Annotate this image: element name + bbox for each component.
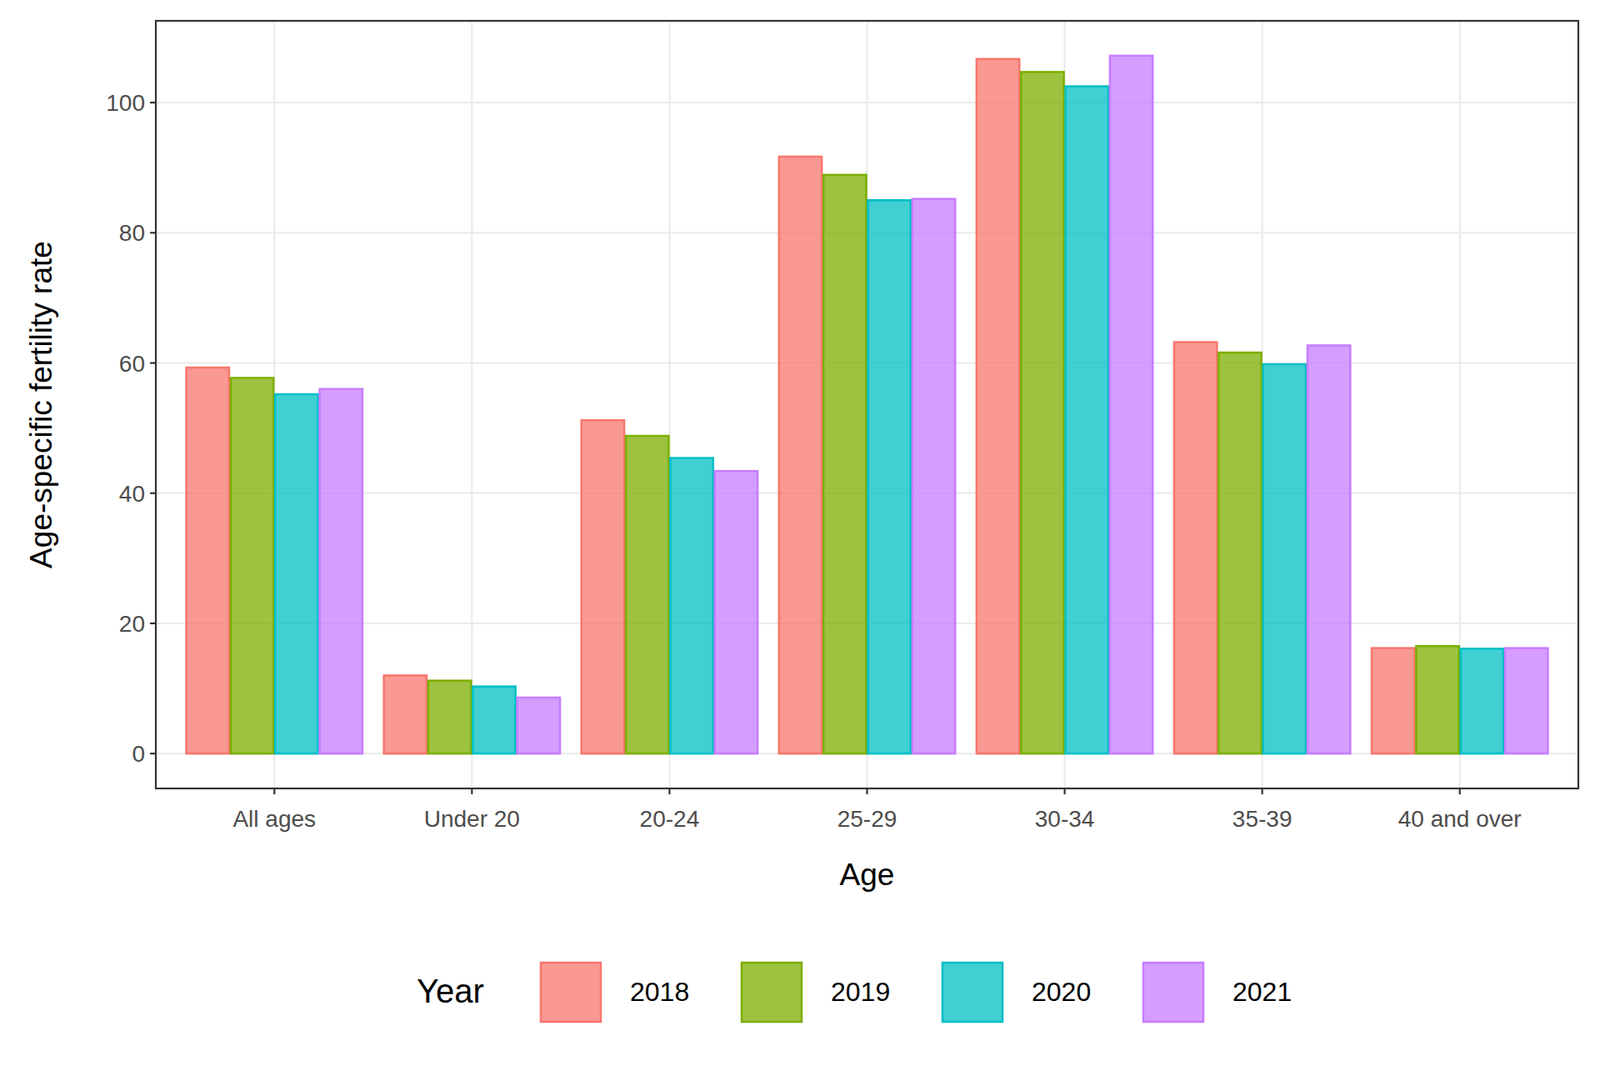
x-tick <box>1459 788 1461 795</box>
y-tick <box>150 752 156 755</box>
bar <box>1371 648 1415 755</box>
grid-line-x <box>470 20 473 789</box>
y-tick-label: 0 <box>131 740 145 767</box>
chart: 0 20 40 60 80 100 All ages Under 20 20-24 25-29 30… <box>0 0 1600 1066</box>
bar <box>1415 645 1459 754</box>
bar <box>230 377 274 754</box>
bar <box>384 675 427 754</box>
bar <box>868 200 911 754</box>
y-tick-label: 20 <box>119 610 145 637</box>
x-tick-label: 35-39 <box>1232 805 1293 832</box>
bar <box>976 59 1020 754</box>
bar <box>1460 648 1504 754</box>
y-tick-label: 40 <box>119 480 145 507</box>
y-tick-label: 80 <box>119 220 145 246</box>
x-tick <box>668 788 670 795</box>
bar <box>1218 352 1261 754</box>
legend-key <box>540 962 601 1022</box>
bar <box>1110 55 1153 754</box>
bar <box>275 394 318 754</box>
y-tick <box>150 492 156 495</box>
x-tick-label: Under 20 <box>424 805 520 832</box>
bar <box>428 680 471 754</box>
legend-key <box>1143 962 1204 1022</box>
bar <box>581 420 625 754</box>
y-tick <box>150 101 156 104</box>
bar <box>1020 71 1064 754</box>
legend-key <box>741 962 802 1022</box>
bar <box>1065 86 1109 755</box>
y-tick <box>150 361 156 364</box>
x-tick-label: 40 and over <box>1398 805 1522 832</box>
bar <box>1174 342 1217 755</box>
legend-label: 2018 <box>630 976 690 1007</box>
x-tick <box>865 788 868 795</box>
x-tick-label: 20-24 <box>640 805 700 832</box>
legend-label: 2020 <box>1031 976 1091 1007</box>
x-tick <box>273 788 275 795</box>
x-tick-label: 25-29 <box>837 805 898 832</box>
plot-frame <box>155 20 1579 789</box>
legend: Year 2018 2019 2020 2021 <box>416 962 1292 1022</box>
bar <box>1307 345 1350 754</box>
y-tick <box>150 622 156 625</box>
y-tick-label: 60 <box>119 350 145 377</box>
legend-label: 2019 <box>830 976 890 1007</box>
bar <box>625 435 669 754</box>
bar <box>1263 364 1306 754</box>
x-tick-label: All ages <box>232 805 316 832</box>
legend-title: Year <box>416 972 485 1010</box>
bar <box>320 389 363 754</box>
bar <box>670 458 713 755</box>
bar <box>715 470 758 754</box>
y-axis-title: Age-specific fertility rate <box>24 240 59 569</box>
bar <box>472 686 515 754</box>
bar <box>186 367 230 754</box>
y-tick <box>150 231 156 234</box>
x-tick <box>1261 788 1264 795</box>
bar <box>779 156 822 754</box>
x-axis-title: Age <box>840 857 895 892</box>
plot-background <box>155 20 1579 789</box>
legend-label: 2021 <box>1232 976 1292 1007</box>
bar <box>517 697 560 754</box>
bar <box>823 175 866 754</box>
bar <box>912 199 955 754</box>
bars <box>186 55 1549 754</box>
bar <box>1505 648 1548 755</box>
x-tick-label: 30-34 <box>1035 805 1095 832</box>
x-tick <box>1063 788 1065 795</box>
y-tick-label: 100 <box>105 90 145 116</box>
legend-key <box>942 962 1003 1022</box>
x-tick <box>470 788 473 795</box>
